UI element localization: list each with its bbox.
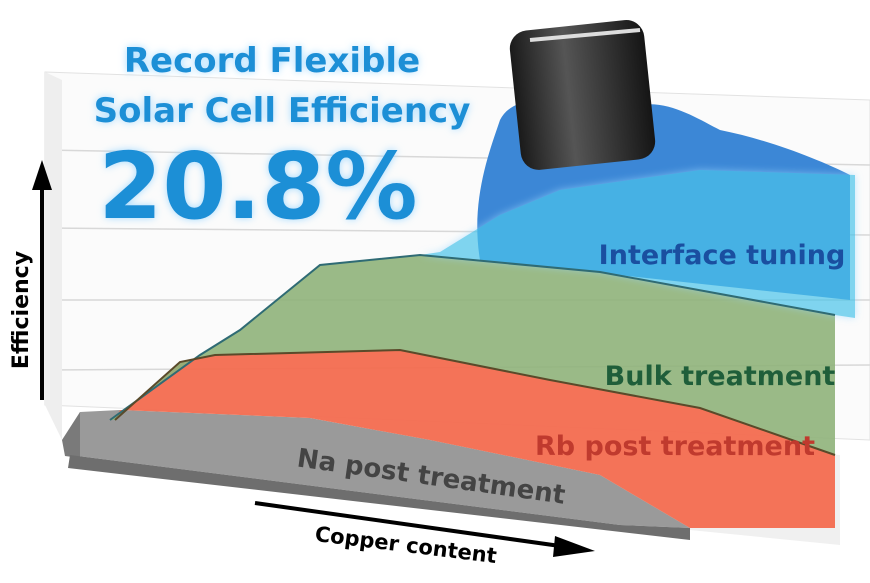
- na-layer: [62, 410, 690, 540]
- layer-edge: [109, 253, 836, 421]
- rb-layer: [115, 350, 835, 528]
- layer-edge: [114, 348, 836, 456]
- y-axis-arrow: [32, 160, 52, 400]
- y-axis-label: Efficiency: [9, 251, 34, 369]
- layer-label: Interface tuning: [599, 240, 846, 271]
- layer-label: Bulk treatment: [605, 361, 836, 392]
- layer-label: Rb post treatment: [535, 431, 815, 462]
- x-axis-arrow: [254, 501, 595, 557]
- bulk-layer: [110, 255, 835, 455]
- x-axis-label: Copper content: [314, 522, 498, 568]
- title-line: Record Flexible: [124, 41, 420, 81]
- interface-layer: [420, 170, 855, 318]
- headline-value: 20.8%: [98, 133, 417, 240]
- title-line: Solar Cell Efficiency: [94, 91, 471, 131]
